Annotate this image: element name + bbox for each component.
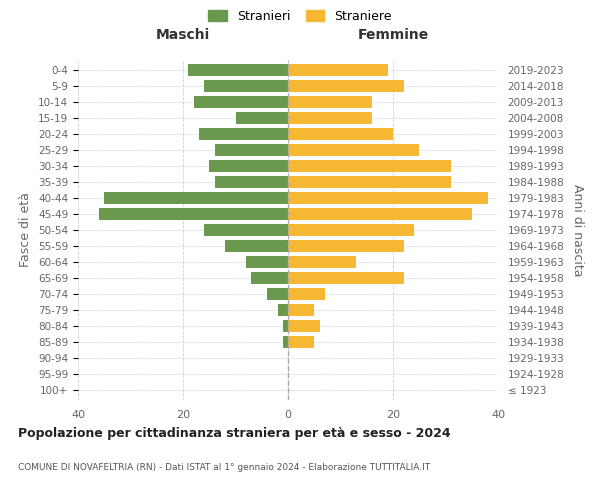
- Bar: [288, 208, 472, 220]
- Bar: [188, 64, 288, 76]
- Bar: [267, 288, 288, 300]
- Bar: [288, 64, 388, 76]
- Bar: [215, 176, 288, 188]
- Bar: [246, 256, 288, 268]
- Bar: [204, 224, 288, 236]
- Bar: [288, 160, 451, 172]
- Text: Popolazione per cittadinanza straniera per età e sesso - 2024: Popolazione per cittadinanza straniera p…: [18, 428, 451, 440]
- Bar: [277, 304, 288, 316]
- Bar: [199, 128, 288, 140]
- Text: COMUNE DI NOVAFELTRIA (RN) - Dati ISTAT al 1° gennaio 2024 - Elaborazione TUTTIT: COMUNE DI NOVAFELTRIA (RN) - Dati ISTAT …: [18, 462, 430, 471]
- Bar: [204, 80, 288, 92]
- Bar: [288, 272, 404, 284]
- Y-axis label: Fasce di età: Fasce di età: [19, 192, 32, 268]
- Bar: [288, 80, 404, 92]
- Bar: [288, 288, 325, 300]
- Y-axis label: Anni di nascita: Anni di nascita: [571, 184, 584, 276]
- Bar: [99, 208, 288, 220]
- Bar: [288, 336, 314, 348]
- Bar: [288, 112, 372, 124]
- Bar: [225, 240, 288, 252]
- Bar: [283, 320, 288, 332]
- Bar: [288, 320, 320, 332]
- Bar: [193, 96, 288, 108]
- Bar: [288, 128, 393, 140]
- Bar: [215, 144, 288, 156]
- Legend: Stranieri, Straniere: Stranieri, Straniere: [205, 6, 395, 26]
- Text: Maschi: Maschi: [156, 28, 210, 42]
- Bar: [251, 272, 288, 284]
- Bar: [288, 96, 372, 108]
- Bar: [283, 336, 288, 348]
- Bar: [288, 144, 419, 156]
- Bar: [288, 240, 404, 252]
- Bar: [288, 304, 314, 316]
- Bar: [288, 192, 487, 204]
- Bar: [288, 224, 414, 236]
- Bar: [235, 112, 288, 124]
- Bar: [288, 176, 451, 188]
- Bar: [288, 256, 356, 268]
- Bar: [209, 160, 288, 172]
- Bar: [104, 192, 288, 204]
- Text: Femmine: Femmine: [358, 28, 428, 42]
